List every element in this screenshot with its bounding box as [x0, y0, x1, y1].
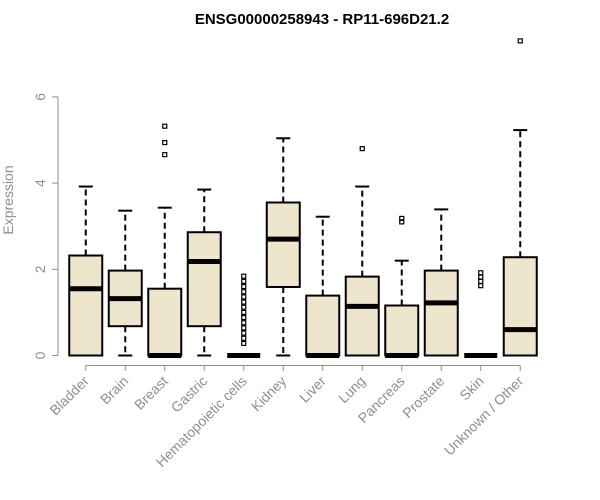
y-tick-label: 4: [32, 179, 48, 187]
box-brain: [107, 209, 143, 357]
outlier-point: [241, 309, 247, 315]
box-lung: [344, 146, 380, 357]
box-gastric: [186, 188, 222, 357]
outlier-point: [241, 340, 247, 347]
box-body: [186, 231, 222, 328]
outlier-point: [241, 325, 247, 331]
outlier-point: [478, 270, 484, 276]
box-body: [147, 287, 183, 357]
outlier-point: [478, 278, 484, 284]
outlier-point: [359, 146, 365, 152]
x-tick-label: Lung: [335, 373, 368, 406]
outlier-point: [517, 38, 523, 44]
box-body: [423, 269, 459, 357]
outlier-point: [241, 330, 247, 336]
outlier-point: [241, 320, 247, 326]
box-body: [344, 275, 380, 357]
chart-title: ENSG00000258943 - RP11-696D21.2: [195, 11, 449, 28]
y-tick-label: 6: [32, 93, 48, 101]
box-liver: [305, 215, 341, 358]
x-tick-label: Breast: [131, 373, 171, 413]
outlier-point: [162, 139, 168, 146]
box-body: [68, 254, 104, 357]
box-breast: [147, 123, 183, 358]
box-body: [502, 256, 538, 357]
outlier-point: [241, 299, 247, 305]
outlier-point: [241, 335, 247, 341]
outlier-point: [241, 294, 247, 300]
outlier-point: [478, 283, 484, 289]
box-bladder: [68, 185, 104, 357]
outlier-point: [241, 304, 247, 310]
outlier-point: [162, 152, 168, 158]
box-prostate: [423, 208, 459, 357]
box-hematopoietic-cells: [227, 273, 261, 358]
x-tick-label: Kidney: [248, 373, 290, 415]
box-body: [384, 304, 420, 357]
outlier-point: [241, 283, 247, 290]
x-tick-label: Prostate: [399, 373, 447, 421]
box-pancreas: [384, 215, 420, 358]
outlier-point: [241, 314, 247, 321]
y-axis: 0 2 4 6: [32, 93, 59, 359]
outlier-point: [162, 123, 168, 129]
y-tick-label: 0: [32, 351, 48, 359]
box-kidney: [265, 137, 301, 357]
box-body: [305, 294, 341, 357]
y-axis-label: Expression: [0, 165, 16, 234]
y-tick-label: 2: [32, 265, 48, 273]
outlier-point: [241, 278, 247, 284]
x-tick-label: Brain: [97, 373, 131, 407]
x-tick-label: Bladder: [46, 373, 92, 419]
outlier-point: [478, 274, 484, 280]
box-unknown-other: [502, 38, 538, 357]
box-body: [265, 201, 301, 288]
boxes-group: [68, 38, 538, 358]
outlier-point: [241, 273, 247, 279]
x-tick-label: Liver: [296, 373, 329, 406]
box-skin: [464, 270, 498, 358]
outlier-point: [241, 289, 247, 295]
outlier-point: [399, 215, 405, 222]
x-tick-label: Skin: [456, 373, 487, 404]
